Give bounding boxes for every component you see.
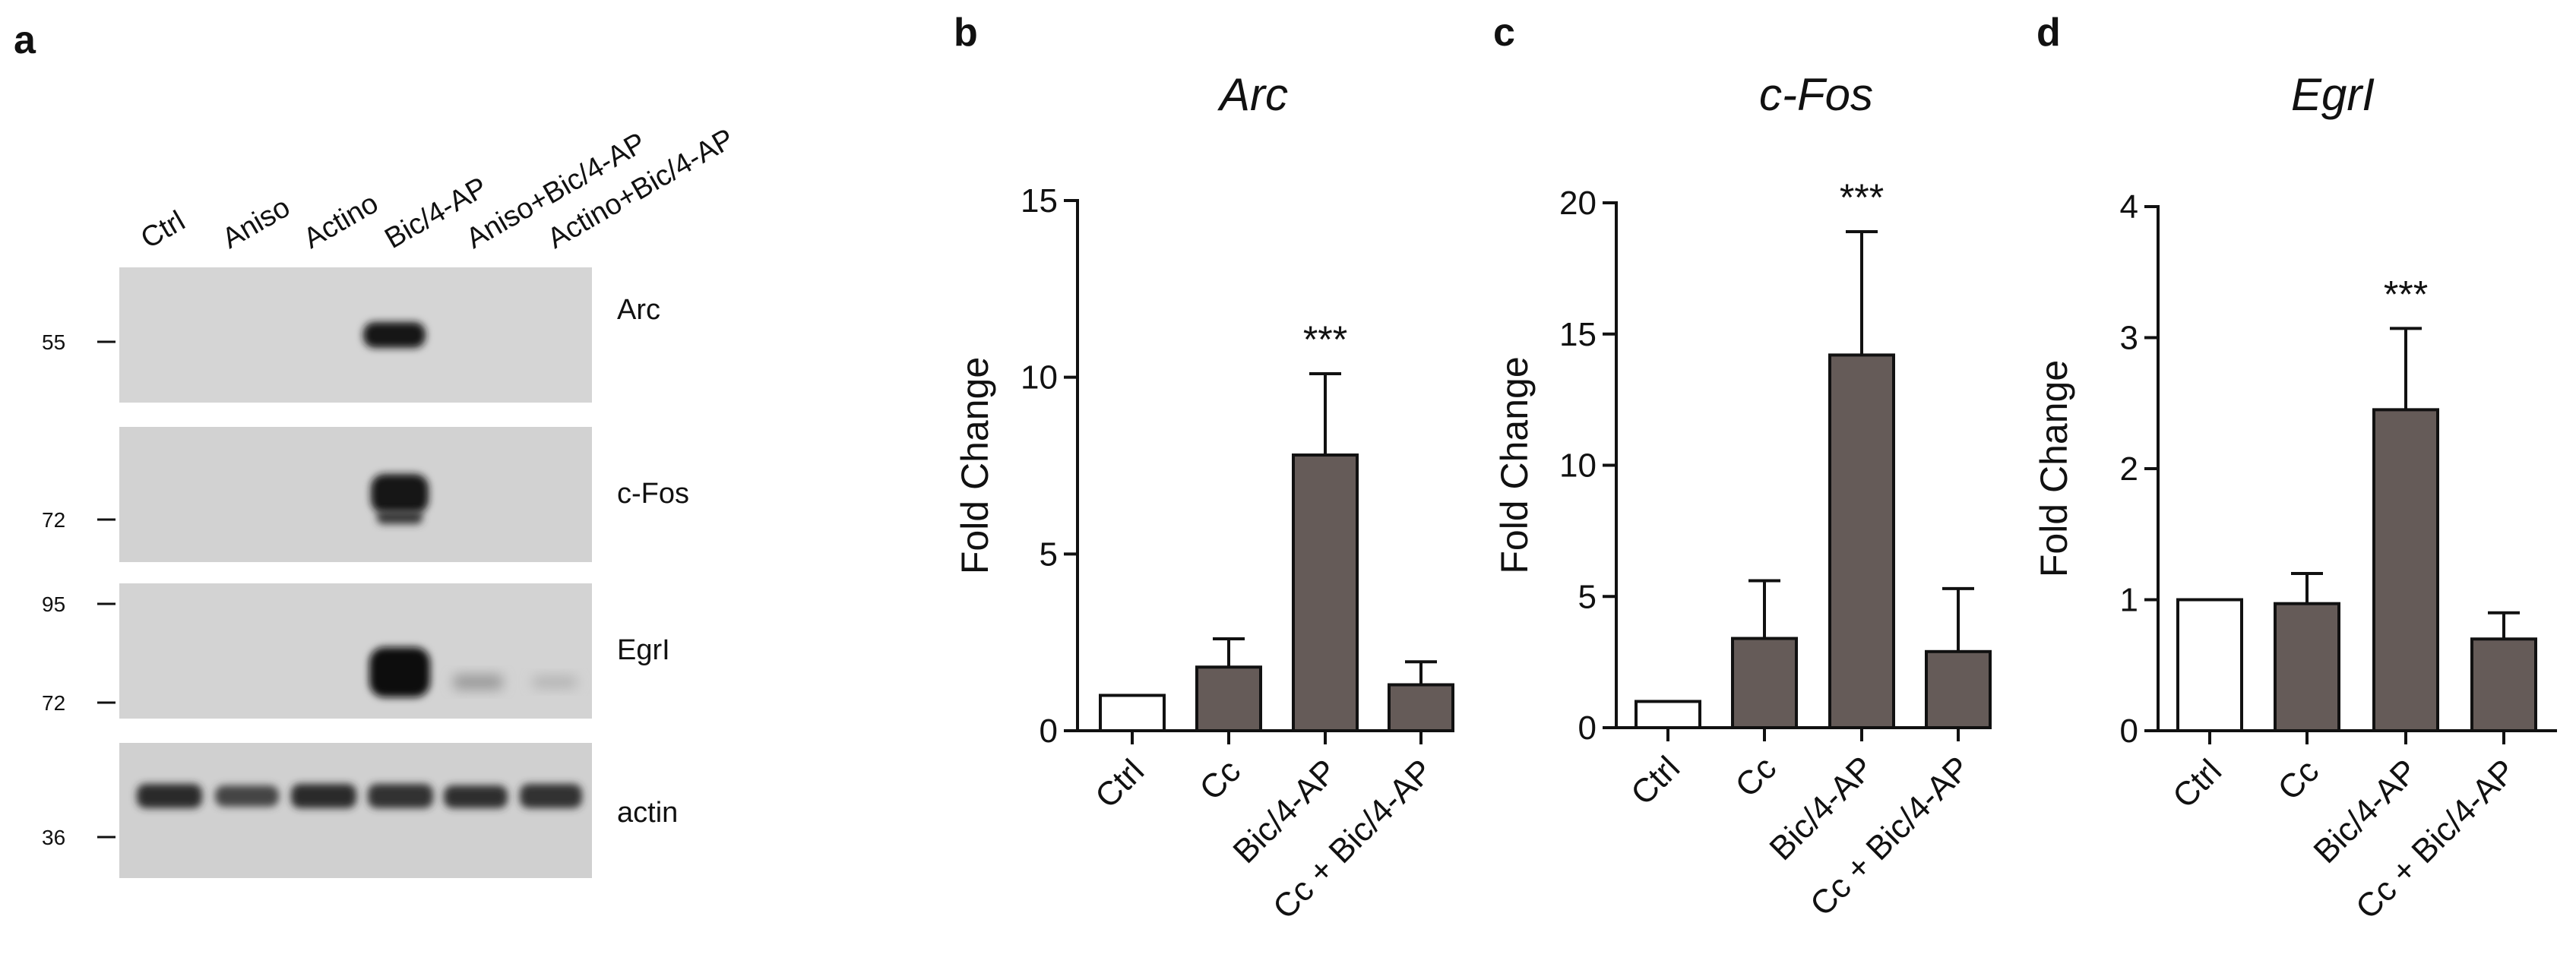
x-tick-label: Cc [1192,752,1248,807]
blot-strip-cfos [119,427,592,562]
band-arc-bic4ap [363,322,426,348]
bar [1388,683,1454,732]
y-axis-label: Fold Change [954,357,996,574]
y-tick-label: 5 [1040,536,1058,573]
y-tick-label: 3 [2120,320,2138,357]
y-tick-label: 5 [1578,578,1597,615]
blot-strip-egr1 [119,583,592,719]
chart-title: Arc [1217,69,1288,120]
significance-annotation: *** [2384,273,2428,315]
y-tick-label: 0 [2120,712,2138,750]
bar [1828,353,1895,729]
bar [1195,665,1262,732]
blot-strip-arc [119,267,592,403]
y-axis-label: Fold Change [2033,360,2075,577]
y-tick-label: 15 [1021,182,1058,220]
x-tick-label: Ctrl [2166,752,2229,815]
panel-letter-a: a [14,18,36,62]
band-egr1-actino-bic4ap [532,676,578,688]
band-actin-actino-bic4ap [520,784,582,808]
y-tick-label: 4 [2120,188,2138,226]
mw-marker-egr1-72: 72 [42,691,65,715]
y-tick-label: 2 [2120,450,2138,488]
y-tick-label: 10 [1021,359,1058,397]
band-cfos-bic4ap-lower [377,510,422,524]
y-tick-label: 0 [1578,709,1597,747]
band-egr1-bic4ap [369,647,430,697]
band-actin-ctrl [137,784,202,808]
band-actin-actino [291,784,356,808]
y-tick-label: 20 [1559,185,1597,222]
chart-title: c-Fos [1759,69,1873,120]
bar [1099,694,1166,733]
band-egr1-aniso-bic4ap [453,675,503,690]
lane-labels: Ctrl Aniso ActinoBic/4-APAniso+Bic/4-APAct… [136,123,740,255]
protein-label-arc: Arc [617,294,660,326]
bar [2372,408,2439,732]
lane-label: Ctrl [136,205,191,255]
y-tick-label: 10 [1559,447,1597,485]
lane-label: Actino [299,188,384,255]
protein-label-egr1: EgrI [617,634,670,666]
bar [2274,602,2340,732]
mw-marker-actin: 36 [42,826,65,849]
panel-letter-d: d [2036,11,2061,55]
bar [2470,637,2537,732]
x-tick-label: Cc [2271,752,2326,807]
significance-annotation: *** [1303,318,1347,361]
protein-label-cfos: c-Fos [617,478,689,510]
bar [1635,700,1701,730]
mw-marker-egr1-95: 95 [42,592,65,616]
significance-annotation: *** [1840,176,1884,219]
y-axis-label: Fold Change [1493,356,1536,573]
band-actin-bic4ap [368,784,433,808]
bar [1292,453,1359,732]
y-tick-label: 15 [1559,316,1597,353]
bar [1925,649,1992,729]
y-tick-label: 0 [1040,712,1058,750]
protein-label-actin: actin [617,797,678,829]
band-actin-aniso-bic4ap [444,785,508,808]
x-tick-label: Ctrl [1624,749,1687,812]
band-actin-aniso [215,785,279,807]
panel-letter-c: c [1493,11,1515,55]
x-tick-label: Cc [1728,749,1783,804]
y-tick-label: 1 [2120,582,2138,619]
bar [2176,598,2243,732]
blot-strip-actin [119,743,592,878]
band-cfos-bic4ap [371,474,429,513]
bar [1731,637,1798,730]
x-tick-label: Ctrl [1088,752,1151,815]
lane-label: Aniso [217,191,296,255]
chart-title: EgrI [2291,69,2375,120]
mw-marker-arc: 55 [42,330,65,354]
panel-letter-b: b [954,11,978,55]
western-blot: Ctrl Aniso ActinoBic/4-APAniso+Bic/4-APAct… [42,123,739,878]
mw-marker-cfos: 72 [42,508,65,532]
